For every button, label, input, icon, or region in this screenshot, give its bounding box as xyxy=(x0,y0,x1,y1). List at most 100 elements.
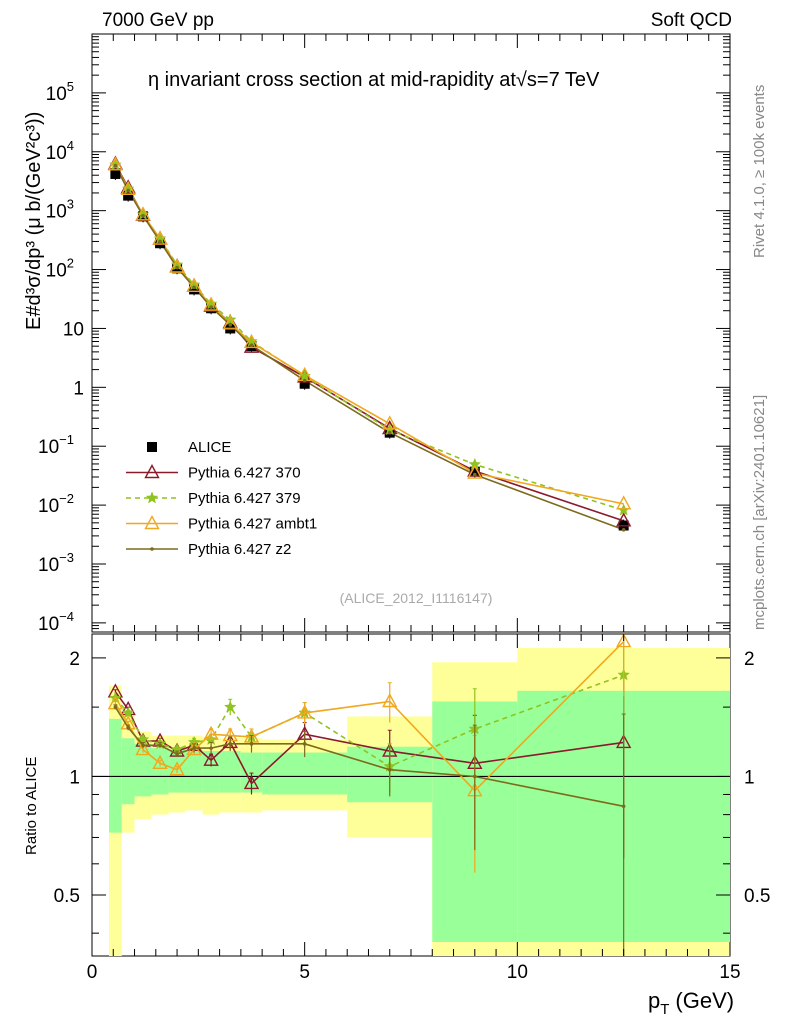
ratio-marker xyxy=(203,725,219,740)
header-right: Soft QCD xyxy=(651,10,732,31)
y-tick-label: 10 xyxy=(63,319,84,340)
plot-title: η invariant cross section at mid-rapidit… xyxy=(148,69,600,91)
ratio-y-tick-label: 2 xyxy=(69,649,80,670)
legend-marker xyxy=(147,442,157,452)
series-marker xyxy=(302,378,307,383)
ratio-plot-area xyxy=(92,634,730,956)
y-tick-label: 102 xyxy=(46,256,74,282)
series-marker xyxy=(243,333,260,349)
legend-marker xyxy=(145,491,159,504)
uncertainty-band-green xyxy=(109,718,122,833)
x-axis-label: pT (GeV) xyxy=(648,988,734,1018)
series-marker xyxy=(222,315,238,330)
ratio-marker xyxy=(243,774,260,790)
series-marker xyxy=(615,512,632,527)
data-point xyxy=(189,284,200,295)
ratio-marker xyxy=(473,774,477,779)
ratio-marker xyxy=(158,743,162,748)
legend-marker xyxy=(144,464,160,479)
ratio-axes: 0 5 10 15 0.5 0.5 1 1 2 2 xyxy=(54,634,770,983)
ratio-marker xyxy=(113,705,118,709)
legend-label: ALICE xyxy=(188,439,231,456)
ratio-marker xyxy=(387,767,392,772)
series-marker xyxy=(298,369,312,382)
ratio-marker xyxy=(249,742,254,746)
ratio-marker xyxy=(228,742,233,746)
data-point xyxy=(299,378,310,389)
series-marker xyxy=(152,230,168,245)
ratio-marker xyxy=(175,752,179,756)
series-marker xyxy=(228,323,233,327)
y-tick-label: 10−2 xyxy=(38,491,74,517)
series-marker xyxy=(249,343,254,347)
uncertainty-band-green xyxy=(121,738,135,805)
legend-label: Pythia 6.427 379 xyxy=(188,490,301,507)
series-marker xyxy=(126,188,130,193)
y-axis-label-main: E#d³σ/dp³ (μ b/(GeV²c³)) xyxy=(23,112,45,330)
series-marker xyxy=(169,258,185,273)
legend: ALICE Pythia 6.427 370 Pythia 6.427 379 Pyt… xyxy=(126,439,317,558)
series-marker xyxy=(192,285,196,290)
series-marker xyxy=(186,277,202,292)
series-marker xyxy=(135,206,151,221)
y-tick-label: 10−4 xyxy=(38,609,74,635)
series-marker xyxy=(113,163,118,168)
series-marker xyxy=(615,495,632,510)
ratio-marker xyxy=(382,693,398,708)
ratio-marker xyxy=(135,741,151,756)
data-point xyxy=(110,168,121,179)
series-marker xyxy=(158,239,162,244)
ratio-marker xyxy=(223,700,237,713)
series-marker xyxy=(120,180,136,196)
legend-label: Pythia 6.427 ambt1 xyxy=(188,516,317,533)
y-tick-label: 103 xyxy=(46,197,74,223)
x-tick-label: 15 xyxy=(719,962,740,983)
ratio-marker xyxy=(302,742,307,746)
data-point xyxy=(469,466,480,477)
series-marker xyxy=(467,464,483,479)
ratio-y-tick-label: 0.5 xyxy=(54,886,80,907)
y-tick-label: 1 xyxy=(73,378,84,399)
ratio-marker xyxy=(126,725,130,730)
y-tick-label: 104 xyxy=(46,138,74,164)
ratio-marker xyxy=(152,754,168,769)
series-marker xyxy=(382,415,398,430)
header-left: 7000 GeV pp xyxy=(102,10,214,31)
x-tick-label: 5 xyxy=(299,962,310,983)
ratio-marker xyxy=(141,743,145,748)
x-tick-label: 0 xyxy=(87,962,98,983)
ratio-marker xyxy=(192,746,196,750)
ratio-marker xyxy=(209,746,213,750)
series-marker xyxy=(141,213,145,218)
series-marker xyxy=(175,265,179,270)
ratio-y-tick-label: 1 xyxy=(69,767,80,788)
main-plot-area xyxy=(107,155,632,532)
legend-marker xyxy=(150,547,154,551)
y-tick-label: 105 xyxy=(46,79,74,105)
series-marker xyxy=(209,305,213,309)
y-tick-label: 10−3 xyxy=(38,550,74,576)
uncertainty-band-green xyxy=(134,743,152,797)
y-axis-label-ratio: Ratio to ALICE xyxy=(23,757,40,855)
ratio-marker xyxy=(296,704,313,719)
x-tick-label: 10 xyxy=(507,962,528,983)
ratio-marker xyxy=(615,634,632,648)
data-point xyxy=(123,190,134,201)
mcplots-credit-text: mcplots.cern.ch [arXiv:2401.10621] xyxy=(751,395,768,630)
uncertainty-band-green xyxy=(185,749,203,793)
ratio-marker xyxy=(621,804,626,809)
uncertainty-band-green xyxy=(262,752,348,795)
series-marker xyxy=(107,156,124,171)
ratio-marker xyxy=(203,751,219,766)
series-marker xyxy=(203,296,219,311)
series-line xyxy=(114,164,624,511)
ratio-y-tick-label-right: 1 xyxy=(744,767,755,788)
ratio-y-tick-label-right: 0.5 xyxy=(744,886,770,907)
legend-label: Pythia 6.427 370 xyxy=(188,465,301,482)
y-tick-label: 10−1 xyxy=(38,432,74,458)
series-marker xyxy=(387,430,392,435)
series-marker xyxy=(621,528,626,532)
ratio-marker xyxy=(169,761,185,776)
